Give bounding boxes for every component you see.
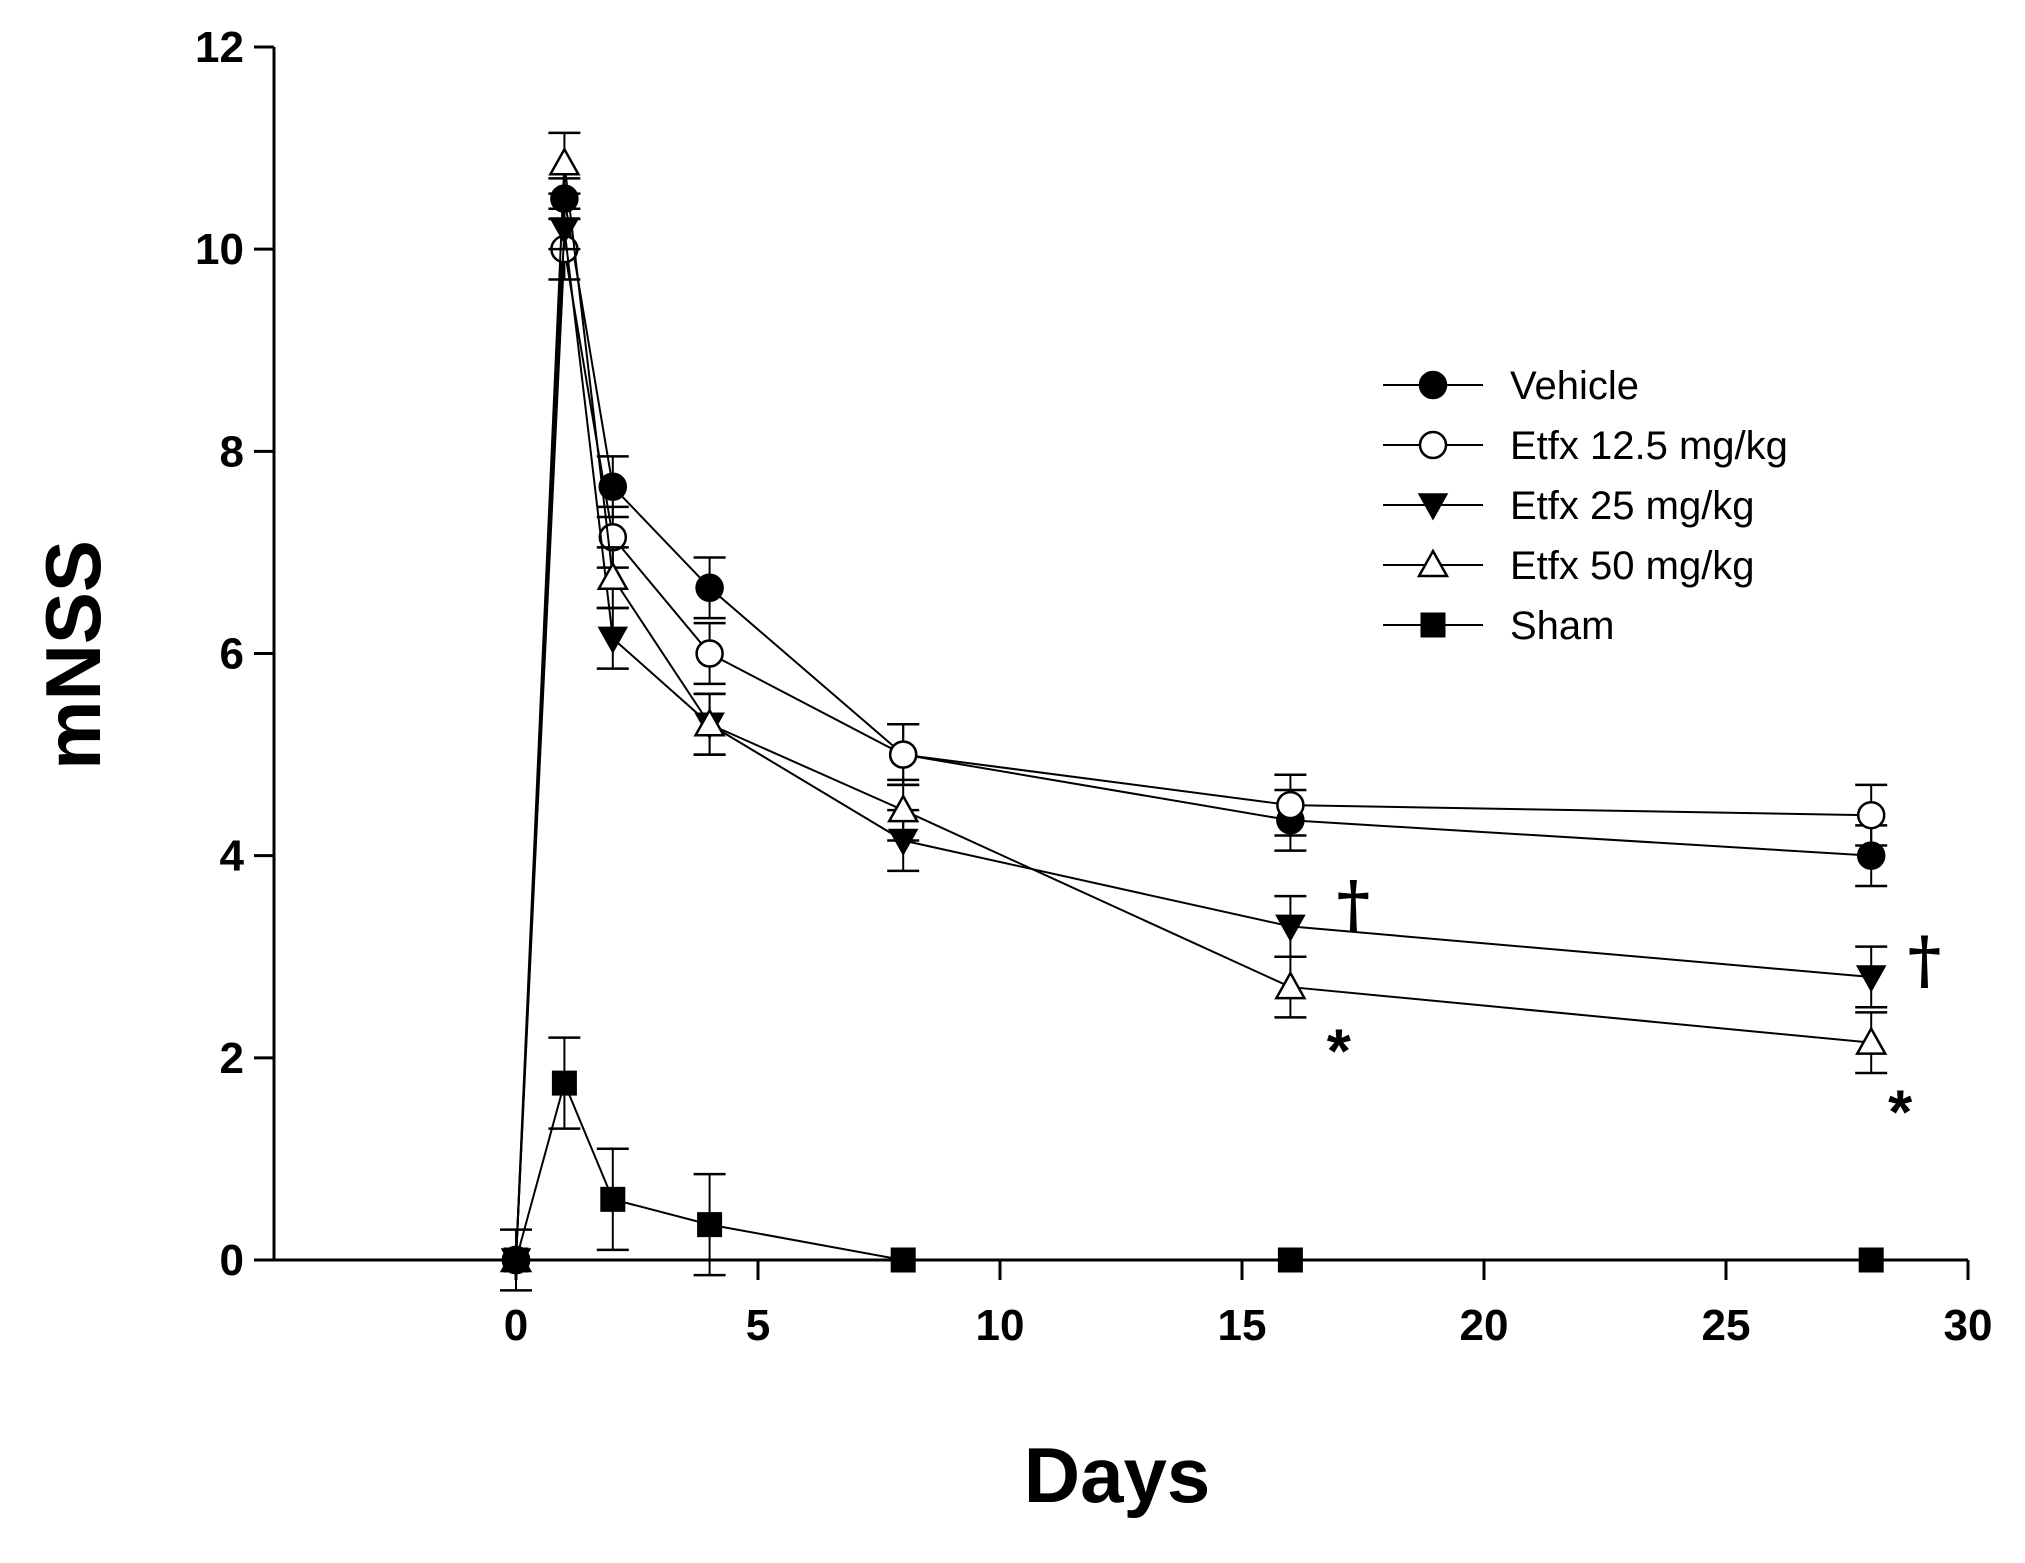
data-point <box>1855 965 1887 993</box>
annotations: † * † * <box>1327 867 1941 1147</box>
significance-asterisk: * <box>1327 1018 1352 1087</box>
y-tick-label: 4 <box>220 832 245 881</box>
data-point <box>551 1070 577 1096</box>
legend-marker <box>1416 548 1450 578</box>
y-tick-label: 10 <box>195 225 244 274</box>
data-point <box>1275 914 1306 942</box>
x-tick-label: 10 <box>976 1301 1025 1350</box>
legend-marker <box>1417 493 1449 521</box>
data-point <box>890 1247 916 1273</box>
y-tick-label: 6 <box>220 630 244 679</box>
data-point <box>1856 800 1886 830</box>
data-point <box>600 1186 626 1212</box>
data-point <box>503 1247 529 1273</box>
significance-asterisk: * <box>1888 1078 1913 1147</box>
series-etfx-50-mg-kg <box>499 131 1888 1273</box>
series-line <box>515 228 1872 1261</box>
data-point <box>1855 1026 1888 1055</box>
series-layer <box>499 131 1888 1292</box>
x-tick-label: 15 <box>1218 1301 1267 1350</box>
data-point <box>888 740 918 769</box>
legend-label: Etfx 50 mg/kg <box>1510 544 1755 588</box>
data-point <box>1858 1247 1884 1273</box>
data-point <box>1276 790 1305 820</box>
data-point <box>1277 1247 1303 1273</box>
x-tick-label: 20 <box>1460 1301 1509 1350</box>
legend-item-etfx-50-mg-kg: Etfx 50 mg/kg <box>1383 544 1755 588</box>
y-tick-label: 0 <box>220 1236 244 1285</box>
data-point <box>695 639 724 668</box>
data-point <box>697 1212 723 1238</box>
legend-item-sham: Sham <box>1383 604 1615 648</box>
data-point <box>597 626 629 654</box>
series-etfx-12-5-mg-kg <box>501 217 1888 1275</box>
legend-marker <box>1418 370 1448 400</box>
legend-label: Sham <box>1510 604 1615 648</box>
axes: 0 2 4 6 8 10 12 0 5 10 15 20 25 30 <box>195 23 1992 1350</box>
data-point <box>693 707 726 737</box>
data-point <box>548 146 581 176</box>
x-axis-title: Days <box>1024 1431 1210 1519</box>
legend-marker <box>1418 430 1448 460</box>
y-axis-title: mNSS <box>29 540 117 770</box>
legend-label: Etfx 12.5 mg/kg <box>1510 424 1788 468</box>
series-line <box>515 163 1872 1261</box>
legend-item-vehicle: Vehicle <box>1383 364 1639 408</box>
legend-item-etfx-25-mg-kg: Etfx 25 mg/kg <box>1383 484 1755 528</box>
legend-label: Vehicle <box>1510 364 1639 408</box>
legend-marker <box>1420 612 1446 638</box>
y-tick-label: 12 <box>195 23 244 72</box>
x-tick-label: 0 <box>504 1301 528 1350</box>
data-point <box>596 561 629 590</box>
data-point <box>695 573 724 603</box>
x-tick-label: 30 <box>1944 1301 1993 1350</box>
legend: Vehicle Etfx 12.5 mg/kg Etfx 25 mg/kg Etfx … <box>1383 364 1788 648</box>
x-tick-label: 5 <box>746 1301 770 1350</box>
data-point <box>1274 970 1307 1000</box>
y-tick-label: 2 <box>220 1034 244 1083</box>
series-sham <box>500 1036 1884 1292</box>
x-tick-label: 25 <box>1702 1301 1751 1350</box>
y-tick-label: 8 <box>220 427 244 476</box>
significance-dagger: † <box>1337 867 1370 942</box>
series-etfx-25-mg-kg <box>500 207 1888 1276</box>
data-point <box>887 793 920 823</box>
legend-item-etfx-12-5-mg-kg: Etfx 12.5 mg/kg <box>1383 424 1788 468</box>
legend-label: Etfx 25 mg/kg <box>1510 484 1755 528</box>
significance-dagger: † <box>1908 923 1941 998</box>
